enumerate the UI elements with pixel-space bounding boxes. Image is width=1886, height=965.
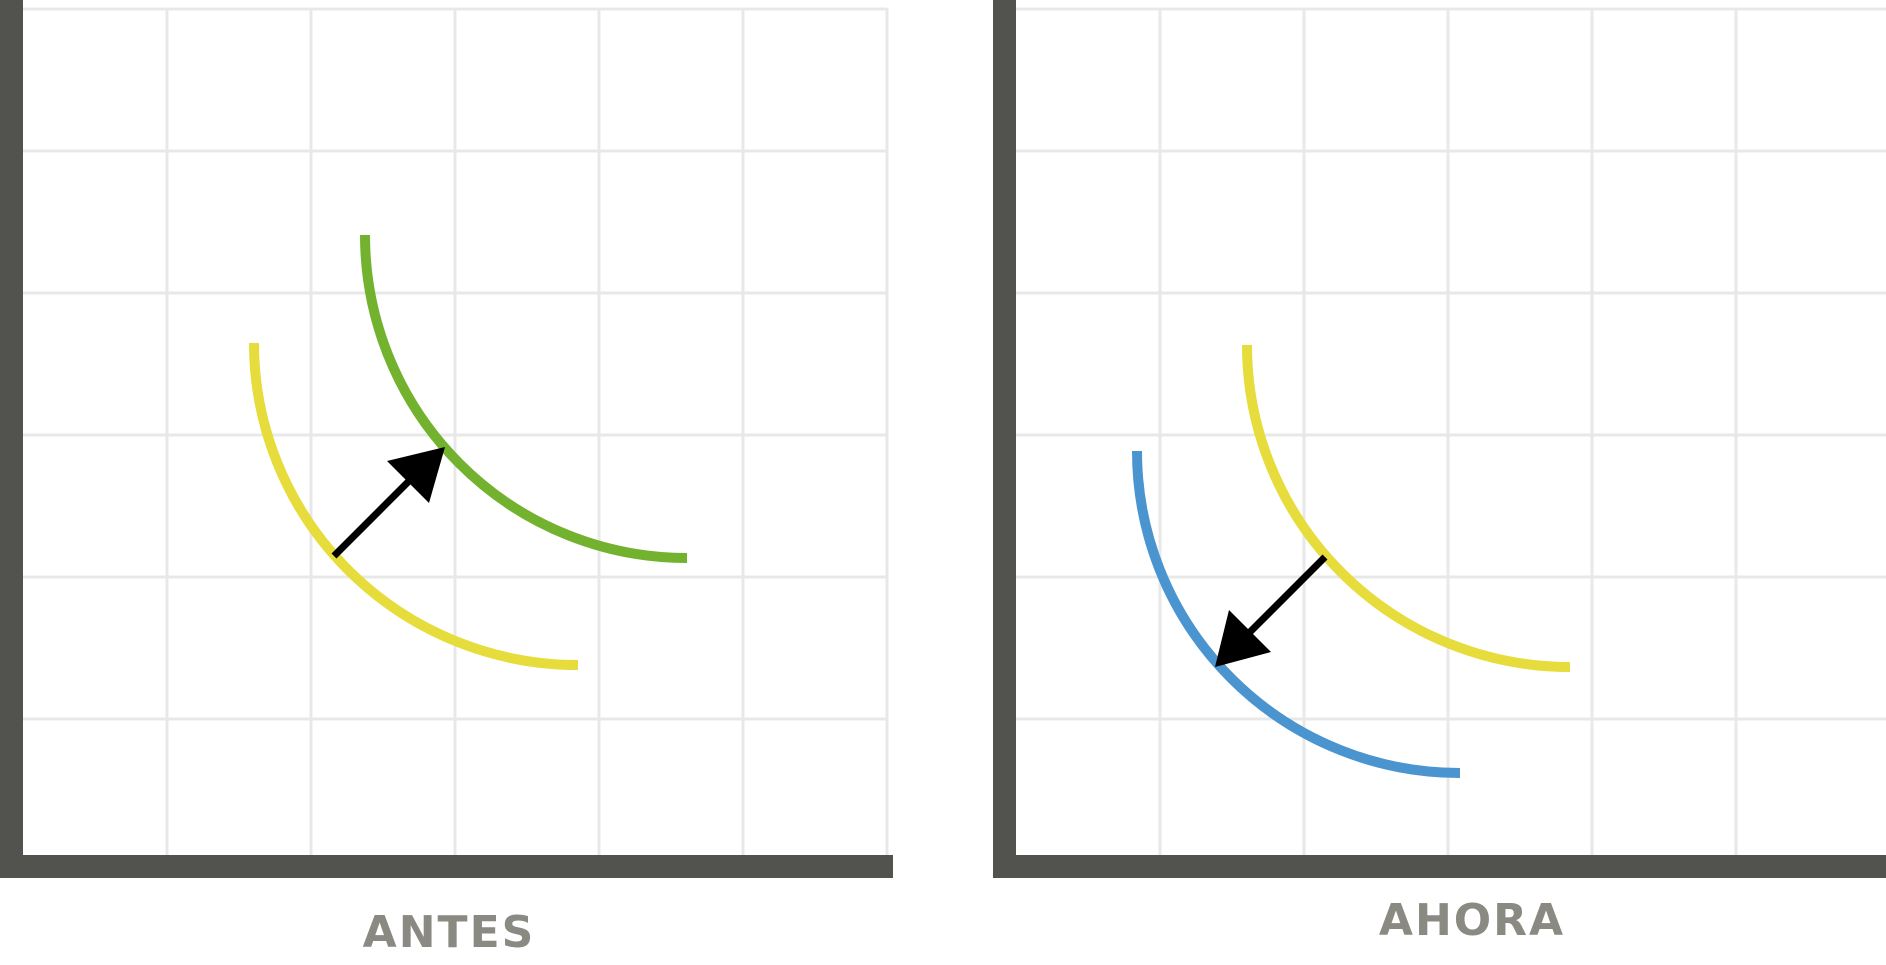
panel-label-ahora: AHORA — [1379, 895, 1565, 946]
arrow-shaft — [1242, 554, 1328, 640]
curve-original-ahora — [1242, 344, 1571, 672]
grid-ahora — [1016, 7, 1886, 855]
panel-label-antes: ANTES — [363, 907, 536, 958]
arrow-head — [1215, 610, 1271, 667]
curve-shifted-ahora — [1132, 450, 1461, 778]
y-axis-antes — [0, 0, 23, 878]
curve-original-antes — [249, 342, 579, 670]
arrow-outward-icon — [331, 447, 445, 559]
arrow-shaft — [331, 476, 414, 559]
x-axis-ahora — [993, 855, 1886, 878]
panel-antes: ANTES — [0, 0, 893, 958]
arrow-head — [387, 447, 445, 503]
curve-shifted-antes — [360, 234, 688, 563]
y-axis-ahora — [993, 0, 1016, 878]
arrow-inward-icon — [1215, 554, 1328, 667]
grid-antes — [22, 7, 889, 855]
x-axis-antes — [0, 855, 893, 878]
panel-ahora: AHORA — [993, 0, 1886, 946]
